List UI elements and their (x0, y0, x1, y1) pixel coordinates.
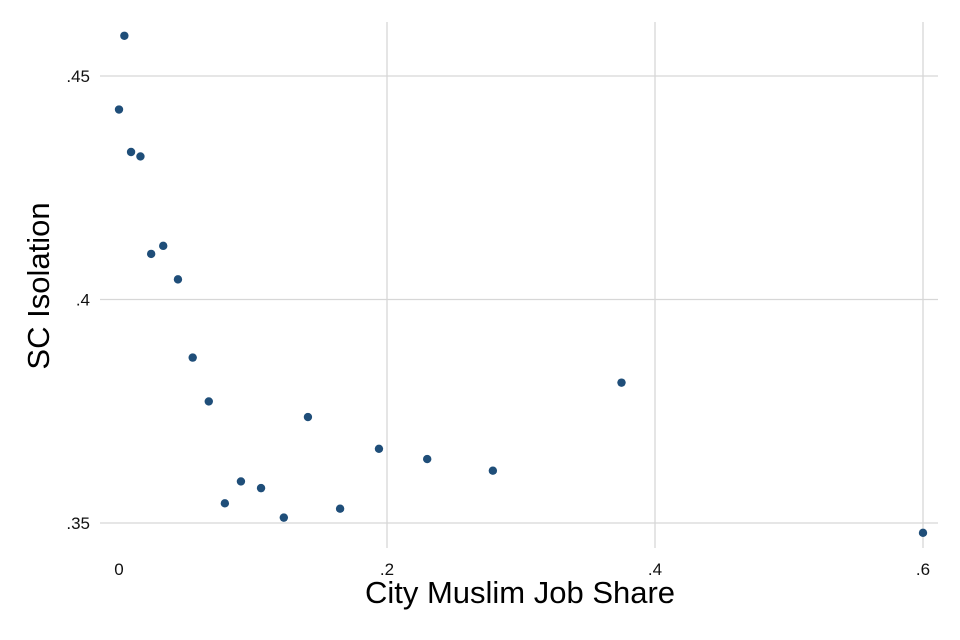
scatter-point (617, 378, 626, 387)
scatter-point (173, 275, 183, 284)
x-tick-label: .2 (380, 560, 394, 579)
scatter-point (204, 397, 213, 406)
scatter-point (256, 483, 266, 493)
scatter-point (136, 152, 145, 161)
scatter-point (146, 249, 156, 259)
scatter-point (188, 353, 197, 362)
x-tick-label: .4 (648, 560, 662, 579)
x-tick-label: 0 (114, 560, 123, 579)
x-axis-title: City Muslim Job Share (365, 575, 675, 610)
data-points (114, 31, 928, 538)
grid-lines (100, 22, 938, 548)
y-tick-label: .45 (66, 67, 90, 86)
scatter-point (120, 31, 129, 40)
y-tick-label: .35 (66, 514, 90, 533)
scatter-point (159, 241, 168, 251)
scatter-point (303, 412, 313, 422)
scatter-point (114, 105, 124, 114)
scatter-point (279, 513, 289, 522)
scatter-point (220, 499, 230, 508)
y-tick-label: .4 (76, 291, 90, 310)
scatter-point (488, 466, 498, 475)
x-tick-label: .6 (916, 560, 930, 579)
y-axis-title: SC Isolation (21, 202, 56, 369)
scatter-point (918, 528, 928, 538)
scatter-point (335, 504, 345, 513)
y-axis-ticks: .35 .4 .45 (66, 67, 90, 533)
scatter-point (374, 444, 384, 453)
scatter-point (126, 147, 136, 157)
scatter-point (236, 477, 246, 486)
scatter-point (423, 454, 432, 464)
x-axis-ticks: 0 .2 .4 .6 (114, 560, 930, 579)
